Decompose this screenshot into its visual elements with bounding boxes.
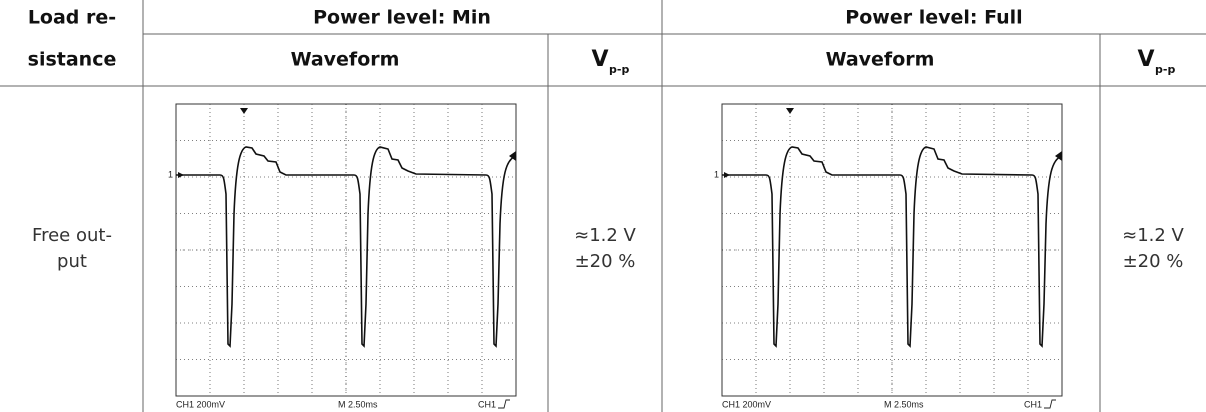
column-header: Waveform [291,49,400,71]
scope-marker: 1 [168,169,173,179]
vpp-value: ≈1.2 V [1122,225,1184,246]
vpp-value: ±20 % [1123,251,1184,272]
vpp-subscript: p-p [609,63,629,76]
scope-label: CH1 200mV [722,399,771,409]
vpp-value: ≈1.2 V [574,225,636,246]
oscilloscope: 1 CH1 200mV M 2.50ms CH1 [168,104,516,409]
scope-label: M 2.50ms [884,399,924,409]
row-label: Free out- [32,225,112,246]
vpp-subscript: p-p [1155,63,1175,76]
group-title: Power level: Min [313,7,491,29]
header-text: sistance [28,49,117,71]
scope-label: CH1 200mV [176,399,225,409]
vpp-symbol: V [1137,47,1154,72]
vpp-symbol: V [591,47,608,72]
header-text: Load re- [28,7,116,29]
scope-label: M 2.50ms [338,399,378,409]
row-label: put [57,251,87,272]
group-title: Power level: Full [845,7,1022,29]
scope-label: CH1 [1024,399,1042,409]
scope-label: CH1 [478,399,496,409]
scope-marker: 1 [714,169,719,179]
vpp-value: ±20 % [575,251,636,272]
table: Load re- sistance Power level: Min Wavef… [0,0,1206,412]
column-header: Waveform [826,49,935,71]
oscilloscope: 1 CH1 200mV M 2.50ms CH1 [714,104,1062,409]
